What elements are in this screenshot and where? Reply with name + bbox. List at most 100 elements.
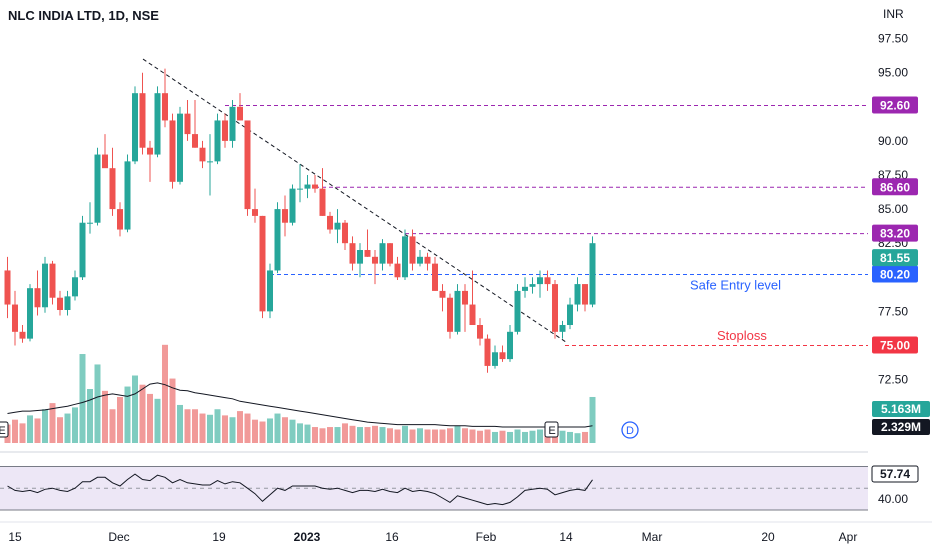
candle-body xyxy=(319,188,326,216)
volume-bar xyxy=(439,429,446,443)
price-tick-label: 72.50 xyxy=(878,373,908,387)
volume-bar xyxy=(567,431,573,443)
price-tick-label: 97.50 xyxy=(878,32,908,46)
volume-bar xyxy=(334,427,341,443)
currency-label: INR xyxy=(883,7,904,21)
price-tick-label: 95.00 xyxy=(878,66,908,80)
event-marker-label: E xyxy=(548,425,555,437)
candle-body xyxy=(162,93,168,121)
candle-body xyxy=(177,113,183,182)
volume-bar xyxy=(229,417,236,443)
volume-bar xyxy=(57,417,63,443)
candle-body xyxy=(64,296,71,310)
candle-body xyxy=(244,120,251,210)
volume-bar xyxy=(582,431,588,443)
volume-bar xyxy=(154,398,161,443)
candle-body xyxy=(567,304,573,325)
last-price-badge xyxy=(872,249,918,267)
volume-bar xyxy=(214,409,221,443)
candle-body xyxy=(432,263,438,291)
candle-body xyxy=(544,277,551,285)
level-75.00-badge-label: 75.00 xyxy=(880,338,910,352)
volume-bar xyxy=(454,425,461,443)
volume-bar xyxy=(349,425,356,443)
price-tick-label: 85.00 xyxy=(878,202,908,216)
x-tick-label: 16 xyxy=(385,530,399,544)
candle-body xyxy=(327,215,333,230)
candle-body xyxy=(49,263,56,298)
volume-bar xyxy=(34,418,41,443)
candle-body xyxy=(394,263,401,278)
volume-bar xyxy=(102,390,108,443)
volume-badge xyxy=(872,401,930,417)
volume-bar xyxy=(394,429,401,443)
last-price-badge-label: 81.55 xyxy=(880,251,910,265)
chart-title: NLC INDIA LTD, 1D, NSE xyxy=(8,8,159,23)
volume-bar xyxy=(274,413,281,443)
volume-bar xyxy=(372,425,378,443)
volume-bar xyxy=(432,429,438,443)
x-tick-label: 2023 xyxy=(294,530,321,544)
candle-body xyxy=(522,286,528,291)
candle-body xyxy=(439,290,446,298)
volume-bar xyxy=(424,429,431,443)
trend-line xyxy=(142,58,568,344)
volume-bar xyxy=(72,407,78,443)
volume-bar xyxy=(529,430,536,443)
volume-bar xyxy=(132,375,138,443)
candle-body xyxy=(192,134,198,148)
candle-body xyxy=(259,215,266,312)
candle-body xyxy=(514,290,521,332)
candle-body xyxy=(147,147,153,155)
candle-body xyxy=(79,222,86,278)
price-tick-label: 77.50 xyxy=(878,304,908,318)
volume-bar xyxy=(184,409,191,443)
candle-body xyxy=(424,256,431,264)
candle-body xyxy=(214,120,221,162)
candle-body xyxy=(57,297,63,310)
candle-body xyxy=(574,284,581,305)
candle-body xyxy=(312,184,318,189)
volume-bar xyxy=(477,430,483,443)
volume-bar xyxy=(544,433,551,443)
volume-bar xyxy=(244,413,251,443)
volume-badge-label: 5.163M xyxy=(881,402,921,416)
candle-body xyxy=(454,290,461,332)
volume-bar xyxy=(297,423,303,443)
volume-bar xyxy=(559,430,566,443)
candle-body xyxy=(537,277,543,285)
candle-body xyxy=(477,325,483,339)
candle-body xyxy=(334,222,341,230)
rsi-badge-label: 57.74 xyxy=(880,467,910,481)
volume-bar xyxy=(147,393,153,443)
event-marker-label: E xyxy=(0,425,6,437)
volume-bar xyxy=(574,433,581,443)
candle-body xyxy=(4,270,11,305)
volume-bar xyxy=(192,409,198,443)
volume-ma-badge-label: 2.329M xyxy=(881,420,921,434)
volume-bar xyxy=(312,427,318,443)
volume-ma-badge xyxy=(872,419,930,435)
x-tick-label: 14 xyxy=(559,530,573,544)
volume-bar xyxy=(537,429,543,443)
volume-ma-line xyxy=(7,382,593,428)
candle-body xyxy=(267,270,273,312)
candle-body xyxy=(222,120,228,141)
volume-bar xyxy=(139,384,146,443)
volume-bar xyxy=(379,427,386,443)
volume-bar xyxy=(357,427,363,443)
volume-bar xyxy=(49,403,56,443)
volume-bar xyxy=(484,429,491,443)
level-86.60-badge-label: 86.60 xyxy=(880,180,910,194)
volume-bar xyxy=(289,419,296,443)
volume-bar xyxy=(79,354,86,443)
volume-bar xyxy=(222,415,228,443)
annotation-entry: Safe Entry level xyxy=(690,278,781,293)
volume-bar xyxy=(499,430,506,443)
volume-bar xyxy=(409,429,416,443)
volume-bar xyxy=(304,424,311,443)
candle-body xyxy=(304,184,311,189)
candle-body xyxy=(102,154,108,169)
